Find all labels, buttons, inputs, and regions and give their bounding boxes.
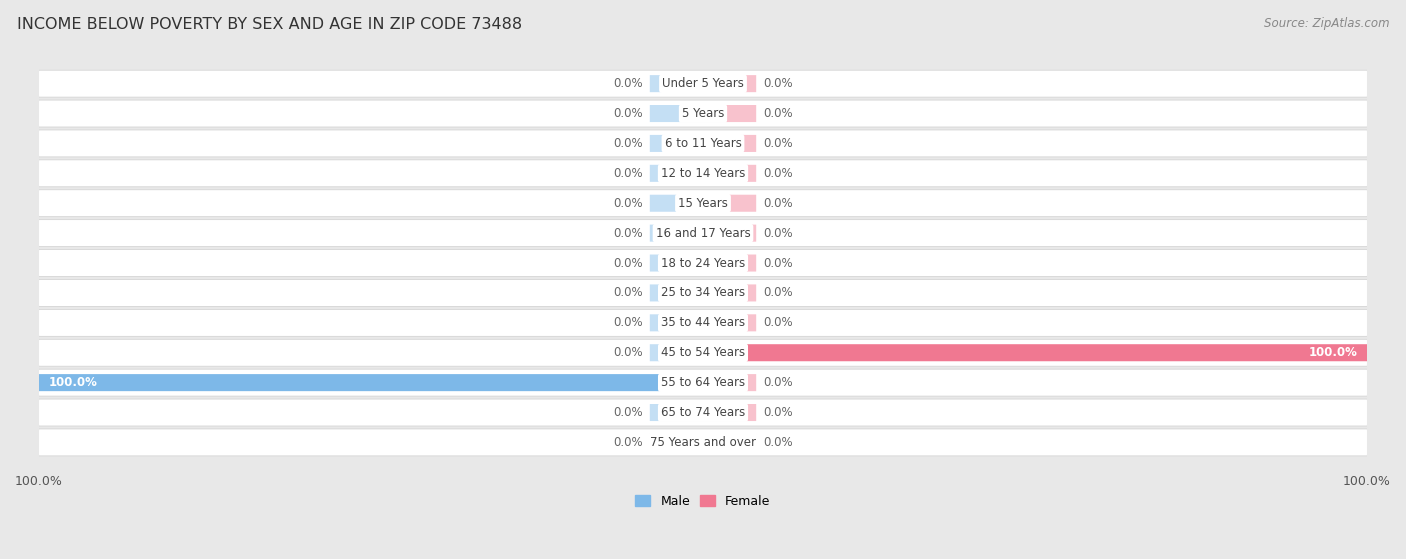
Text: 0.0%: 0.0% (763, 197, 793, 210)
Text: 0.0%: 0.0% (613, 137, 643, 150)
Text: 16 and 17 Years: 16 and 17 Years (655, 226, 751, 240)
FancyBboxPatch shape (703, 225, 756, 241)
Text: 0.0%: 0.0% (613, 226, 643, 240)
FancyBboxPatch shape (703, 404, 756, 421)
Text: 0.0%: 0.0% (763, 226, 793, 240)
Text: 0.0%: 0.0% (613, 257, 643, 269)
Text: 0.0%: 0.0% (613, 406, 643, 419)
FancyBboxPatch shape (650, 135, 703, 152)
Text: 6 to 11 Years: 6 to 11 Years (665, 137, 741, 150)
FancyBboxPatch shape (703, 374, 756, 391)
Text: 12 to 14 Years: 12 to 14 Years (661, 167, 745, 180)
Text: 0.0%: 0.0% (613, 107, 643, 120)
FancyBboxPatch shape (39, 309, 1367, 337)
Text: 0.0%: 0.0% (763, 376, 793, 389)
Text: 0.0%: 0.0% (763, 107, 793, 120)
Text: 0.0%: 0.0% (763, 406, 793, 419)
FancyBboxPatch shape (703, 254, 756, 272)
FancyBboxPatch shape (703, 195, 756, 212)
FancyBboxPatch shape (703, 285, 756, 301)
FancyBboxPatch shape (39, 429, 1367, 456)
FancyBboxPatch shape (703, 105, 756, 122)
FancyBboxPatch shape (703, 344, 1367, 361)
Legend: Male, Female: Male, Female (630, 490, 776, 513)
Text: 5 Years: 5 Years (682, 107, 724, 120)
Text: 18 to 24 Years: 18 to 24 Years (661, 257, 745, 269)
Text: 0.0%: 0.0% (613, 316, 643, 329)
Text: Under 5 Years: Under 5 Years (662, 77, 744, 90)
Text: 0.0%: 0.0% (763, 257, 793, 269)
Text: 0.0%: 0.0% (763, 316, 793, 329)
FancyBboxPatch shape (39, 374, 703, 391)
FancyBboxPatch shape (703, 165, 756, 182)
Text: 65 to 74 Years: 65 to 74 Years (661, 406, 745, 419)
FancyBboxPatch shape (39, 130, 1367, 157)
FancyBboxPatch shape (703, 135, 756, 152)
Text: 0.0%: 0.0% (763, 436, 793, 449)
Text: 0.0%: 0.0% (613, 346, 643, 359)
Text: 15 Years: 15 Years (678, 197, 728, 210)
FancyBboxPatch shape (39, 399, 1367, 426)
FancyBboxPatch shape (650, 165, 703, 182)
Text: 0.0%: 0.0% (763, 286, 793, 300)
FancyBboxPatch shape (650, 254, 703, 272)
Text: 0.0%: 0.0% (613, 436, 643, 449)
FancyBboxPatch shape (703, 314, 756, 331)
FancyBboxPatch shape (650, 225, 703, 241)
FancyBboxPatch shape (39, 220, 1367, 247)
FancyBboxPatch shape (39, 249, 1367, 277)
Text: Source: ZipAtlas.com: Source: ZipAtlas.com (1264, 17, 1389, 30)
FancyBboxPatch shape (39, 190, 1367, 217)
Text: 35 to 44 Years: 35 to 44 Years (661, 316, 745, 329)
Text: 45 to 54 Years: 45 to 54 Years (661, 346, 745, 359)
FancyBboxPatch shape (650, 404, 703, 421)
FancyBboxPatch shape (39, 339, 1367, 366)
FancyBboxPatch shape (39, 160, 1367, 187)
Text: 0.0%: 0.0% (763, 167, 793, 180)
Text: 25 to 34 Years: 25 to 34 Years (661, 286, 745, 300)
FancyBboxPatch shape (703, 75, 756, 92)
Text: 0.0%: 0.0% (763, 77, 793, 90)
Text: 100.0%: 100.0% (1308, 346, 1357, 359)
FancyBboxPatch shape (39, 280, 1367, 306)
Text: 100.0%: 100.0% (49, 376, 98, 389)
FancyBboxPatch shape (39, 369, 1367, 396)
Text: 0.0%: 0.0% (613, 286, 643, 300)
FancyBboxPatch shape (650, 105, 703, 122)
FancyBboxPatch shape (703, 434, 756, 451)
Text: 55 to 64 Years: 55 to 64 Years (661, 376, 745, 389)
FancyBboxPatch shape (650, 314, 703, 331)
Text: 0.0%: 0.0% (613, 197, 643, 210)
FancyBboxPatch shape (650, 195, 703, 212)
Text: 0.0%: 0.0% (613, 77, 643, 90)
FancyBboxPatch shape (650, 285, 703, 301)
Text: 0.0%: 0.0% (613, 167, 643, 180)
Text: 75 Years and over: 75 Years and over (650, 436, 756, 449)
Text: 0.0%: 0.0% (763, 137, 793, 150)
FancyBboxPatch shape (650, 434, 703, 451)
FancyBboxPatch shape (39, 70, 1367, 97)
FancyBboxPatch shape (39, 100, 1367, 127)
FancyBboxPatch shape (650, 344, 703, 361)
Text: INCOME BELOW POVERTY BY SEX AND AGE IN ZIP CODE 73488: INCOME BELOW POVERTY BY SEX AND AGE IN Z… (17, 17, 522, 32)
FancyBboxPatch shape (650, 75, 703, 92)
